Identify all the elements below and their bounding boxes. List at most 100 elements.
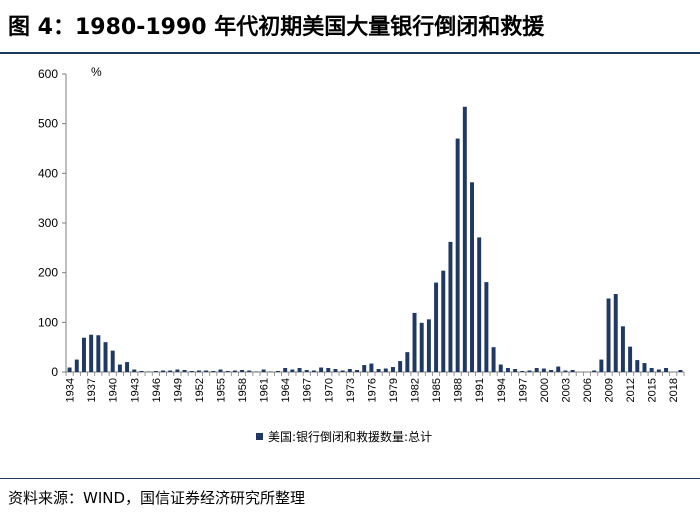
bar-1992 xyxy=(484,282,489,372)
bar-1943 xyxy=(132,369,137,372)
x-tick-label: 1940 xyxy=(108,378,120,402)
bar-1947 xyxy=(161,370,165,372)
bar-1995 xyxy=(505,368,510,372)
legend-swatch xyxy=(256,433,263,440)
bar-1972 xyxy=(340,370,345,372)
y-tick-label: 100 xyxy=(38,315,58,329)
bar-2002 xyxy=(556,366,561,372)
bar-1964 xyxy=(283,368,288,372)
x-tick-label: 1946 xyxy=(151,378,163,402)
x-tick-label: 1988 xyxy=(453,378,465,402)
bar-1951 xyxy=(189,371,194,372)
bar-1963 xyxy=(276,371,280,372)
bar-1979 xyxy=(390,367,395,372)
x-tick-label: 1976 xyxy=(366,378,378,402)
y-tick-label: 200 xyxy=(38,266,58,280)
bar-1996 xyxy=(513,369,518,372)
bar-1976 xyxy=(369,363,374,372)
bar-2001 xyxy=(549,370,554,372)
bar-1937 xyxy=(89,334,94,372)
bar-2014 xyxy=(642,363,647,372)
bar-1936 xyxy=(81,337,86,372)
x-tick-label: 1967 xyxy=(302,378,314,402)
bar-1987 xyxy=(448,241,453,372)
bar-1970 xyxy=(326,368,331,372)
x-tick-label: 2009 xyxy=(604,378,616,402)
figure-title: 图 4：1980-1990 年代初期美国大量银行倒闭和救援 xyxy=(8,15,545,40)
y-tick-label: 600 xyxy=(38,67,58,81)
bar-2019 xyxy=(678,370,683,372)
bar-1954 xyxy=(211,371,216,372)
x-tick-label: 1973 xyxy=(345,378,357,402)
bar-1955 xyxy=(218,369,223,372)
bar-2008 xyxy=(599,359,604,372)
bar-1965 xyxy=(290,369,295,372)
bar-2009 xyxy=(606,298,611,372)
bar-2003 xyxy=(563,370,568,372)
x-tick-label: 2000 xyxy=(539,378,551,402)
x-tick-label: 2012 xyxy=(625,378,637,402)
x-tick-label: 1979 xyxy=(388,378,400,402)
bar-1934 xyxy=(67,367,72,372)
bar-1993 xyxy=(491,347,496,372)
bar-2000 xyxy=(541,368,546,372)
bar-1944 xyxy=(139,371,144,372)
bar-2007 xyxy=(592,370,597,372)
bar-1935 xyxy=(74,359,79,372)
bar-1974 xyxy=(355,370,360,372)
bar-1938 xyxy=(96,335,101,372)
bar-1990 xyxy=(470,182,474,372)
x-tick-label: 1970 xyxy=(323,378,335,402)
bar-1986 xyxy=(441,270,446,372)
bar-1998 xyxy=(527,370,532,372)
x-tick-label: 1997 xyxy=(517,378,529,402)
x-axis: 1934 1937 1940 1943 1946 1949 1952 1955 1958 1961… xyxy=(65,371,685,402)
bar-1942 xyxy=(125,362,130,372)
bar-1959 xyxy=(247,370,252,372)
bar-1941 xyxy=(117,364,122,372)
bar-1956 xyxy=(225,371,230,372)
y-tick-label: 500 xyxy=(38,117,58,131)
legend-label: 美国:银行倒闭和救援数量:总计 xyxy=(268,429,432,444)
bar-1997 xyxy=(520,371,525,372)
bar-2015 xyxy=(649,368,654,372)
bar-1984 xyxy=(426,319,431,372)
y-tick-label: 0 xyxy=(51,365,58,379)
y-tick-label: 400 xyxy=(38,166,58,180)
footer-divider xyxy=(0,478,700,479)
bar-1950 xyxy=(182,370,187,372)
bar-1948 xyxy=(168,370,173,372)
bar-1999 xyxy=(534,368,539,372)
y-axis: 0 100 200 300 400 500 600 xyxy=(38,67,67,379)
x-tick-label: 1955 xyxy=(216,378,228,402)
bar-1969 xyxy=(319,367,324,372)
x-tick-label: 2003 xyxy=(560,378,572,402)
bar-1983 xyxy=(419,322,424,372)
bar-1939 xyxy=(103,342,108,372)
x-tick-label: 1964 xyxy=(280,378,292,402)
x-tick-label: 1991 xyxy=(474,378,486,402)
bar-1989 xyxy=(462,106,467,372)
bar-2004 xyxy=(570,370,575,372)
bar-1968 xyxy=(311,370,316,372)
bar-1952 xyxy=(196,370,201,372)
x-tick-label: 1961 xyxy=(259,378,271,402)
bar-1973 xyxy=(347,369,352,372)
x-tick-label: 1958 xyxy=(237,378,249,402)
source-note: 资料来源：WIND，国信证券经济研究所整理 xyxy=(8,489,306,507)
bar-1961 xyxy=(261,369,266,372)
x-tick-label: 1985 xyxy=(431,378,443,402)
bars xyxy=(67,106,683,372)
y-unit-label: % xyxy=(91,65,102,79)
bar-2012 xyxy=(628,346,633,372)
x-tick-label: 2015 xyxy=(647,378,659,402)
bar-1991 xyxy=(477,237,482,372)
x-tick-label: 1982 xyxy=(410,378,422,402)
bar-1967 xyxy=(304,370,309,372)
bar-1940 xyxy=(110,350,115,372)
x-tick-label: 1943 xyxy=(129,378,141,402)
x-tick-label: 1949 xyxy=(172,378,184,402)
bar-1946 xyxy=(153,371,158,372)
bar-1994 xyxy=(498,364,503,372)
x-tick-label: 2006 xyxy=(582,378,594,402)
